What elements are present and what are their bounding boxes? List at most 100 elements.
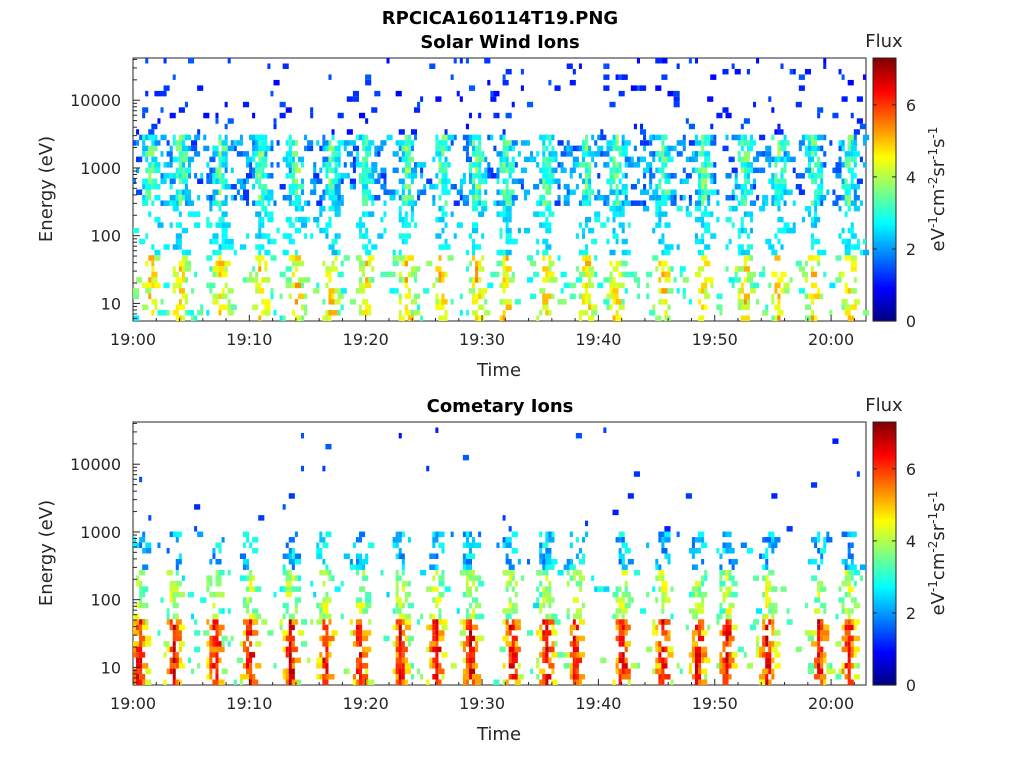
flux-cell xyxy=(856,118,863,124)
flux-cell xyxy=(178,156,185,163)
flux-cell xyxy=(365,74,372,80)
flux-cell xyxy=(603,74,610,80)
flux-cell xyxy=(737,140,741,146)
flux-cell xyxy=(853,129,860,135)
flux-cell xyxy=(655,211,662,217)
flux-cell xyxy=(566,151,573,157)
flux-cell xyxy=(465,635,473,642)
flux-cell xyxy=(511,200,515,206)
flux-cell xyxy=(352,542,356,549)
flux-cell xyxy=(319,602,323,609)
flux-cell xyxy=(777,205,781,212)
flux-cell xyxy=(178,140,185,146)
colorbar-segment xyxy=(873,294,896,298)
flux-cell xyxy=(603,194,610,201)
flux-cell xyxy=(236,189,240,195)
flux-cell xyxy=(588,194,592,201)
flux-cell xyxy=(728,663,732,669)
flux-cell xyxy=(215,200,219,206)
flux-cell xyxy=(658,216,662,223)
flux-cell xyxy=(765,580,772,587)
flux-cell xyxy=(539,553,543,559)
flux-cell xyxy=(218,310,222,316)
flux-cell xyxy=(771,657,775,664)
flux-cell xyxy=(288,140,295,146)
flux-cell xyxy=(279,624,283,631)
flux-cell xyxy=(603,586,610,592)
flux-cell xyxy=(722,531,729,538)
flux-cell xyxy=(346,96,353,102)
flux-cell xyxy=(859,249,863,256)
flux-cell xyxy=(621,238,628,245)
flux-cell xyxy=(701,249,705,256)
flux-cell xyxy=(655,58,662,64)
flux-cell xyxy=(548,79,552,86)
flux-cell xyxy=(438,679,442,685)
flux-cell xyxy=(297,293,305,300)
flux-cell xyxy=(722,630,729,636)
flux-cell xyxy=(740,216,744,223)
flux-cell xyxy=(368,679,375,685)
flux-cell xyxy=(325,184,329,190)
flux-cell xyxy=(670,200,677,206)
flux-cell xyxy=(133,630,140,636)
flux-cell xyxy=(450,531,454,538)
flux-cell xyxy=(175,564,179,570)
flux-cell xyxy=(780,288,787,294)
flux-cell xyxy=(142,200,149,206)
flux-cell xyxy=(328,310,332,316)
flux-cell xyxy=(334,205,338,212)
flux-cell xyxy=(701,173,708,179)
flux-cell xyxy=(218,569,225,576)
flux-cell xyxy=(478,173,482,179)
flux-cell xyxy=(386,134,393,141)
flux-cell xyxy=(456,189,463,195)
flux-cell xyxy=(520,140,527,146)
flux-cell xyxy=(325,173,329,179)
flux-cell xyxy=(151,123,158,130)
flux-cell xyxy=(404,679,408,685)
flux-cell xyxy=(359,266,366,272)
flux-cell xyxy=(178,162,185,168)
flux-cell xyxy=(319,608,326,614)
colorbar-segment xyxy=(873,474,896,478)
flux-cell xyxy=(655,558,659,565)
flux-cell xyxy=(655,630,659,636)
flux-cell xyxy=(722,674,729,680)
flux-cell xyxy=(740,222,744,228)
flux-cell xyxy=(288,184,295,190)
flux-cell xyxy=(740,167,744,174)
flux-cell xyxy=(820,249,827,256)
flux-cell xyxy=(432,586,439,592)
flux-cell xyxy=(746,162,753,168)
flux-cell xyxy=(765,591,769,598)
flux-cell xyxy=(655,657,662,664)
flux-cell xyxy=(508,564,515,570)
flux-cell xyxy=(355,619,363,625)
flux-cell xyxy=(578,619,586,625)
flux-cell xyxy=(682,178,689,185)
flux-cell xyxy=(832,167,839,174)
flux-cell xyxy=(136,580,143,587)
flux-cell xyxy=(142,184,146,190)
flux-cell xyxy=(441,162,445,168)
flux-cell xyxy=(575,641,579,647)
colorbar-segment xyxy=(873,305,896,309)
flux-cell xyxy=(307,145,314,152)
flux-cell xyxy=(789,68,793,75)
colorbar-segment xyxy=(873,99,896,103)
flux-cell xyxy=(679,194,683,201)
flux-cell xyxy=(334,299,341,305)
flux-cell xyxy=(398,668,402,675)
flux-cell xyxy=(771,531,775,538)
flux-cell xyxy=(713,134,717,141)
flux-cell xyxy=(536,238,540,245)
flux-cell xyxy=(365,140,369,146)
flux-cell xyxy=(572,663,579,669)
flux-cell xyxy=(392,167,399,174)
flux-cell xyxy=(615,299,622,305)
flux-cell xyxy=(557,569,564,576)
flux-cell xyxy=(478,189,482,195)
flux-cell xyxy=(502,542,509,549)
flux-cell xyxy=(618,674,622,680)
